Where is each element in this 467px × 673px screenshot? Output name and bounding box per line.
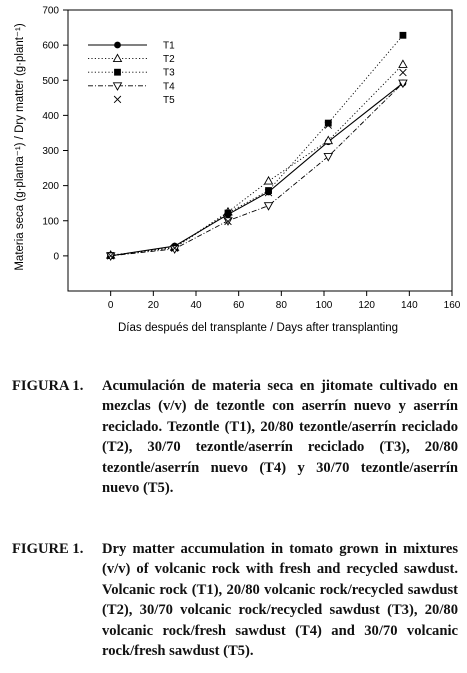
y-tick-label: 200 — [42, 181, 59, 192]
plot-frame — [67, 9, 453, 292]
x-tick-label: 140 — [401, 300, 418, 311]
data-point-t2 — [398, 59, 408, 68]
caption-label: FIGURA 1. — [12, 378, 84, 394]
data-point-t2 — [323, 135, 334, 145]
data-point-t5 — [106, 252, 115, 260]
x-tick-label: 40 — [190, 300, 202, 311]
x-marker-stroke — [170, 244, 179, 252]
legend-marker-t1 — [114, 41, 121, 49]
legend-label-t4: T4 — [163, 81, 175, 92]
series-line-t4 — [110, 82, 404, 257]
x-tick-label: 80 — [276, 300, 288, 311]
x-tick-label: 20 — [148, 300, 160, 311]
series-line-t1 — [110, 82, 404, 257]
series-line-t3 — [110, 34, 404, 256]
figure-caption-english: FIGURE 1. Dry matter accumulation in tom… — [12, 539, 458, 661]
y-tick-label: 400 — [42, 111, 59, 122]
y-axis-label: Materia seca (g·planta⁻¹) / Dry matter (… — [14, 23, 26, 270]
y-tick-label: 700 — [42, 6, 59, 17]
y-tick-label: 600 — [42, 41, 59, 52]
y-tick-label: 100 — [42, 216, 59, 227]
data-point-t4 — [323, 153, 334, 162]
legend-label-t5: T5 — [163, 95, 175, 106]
plot-series — [105, 31, 408, 262]
legend-label-t3: T3 — [163, 68, 175, 79]
data-point-t3 — [399, 31, 407, 39]
x-marker-stroke — [106, 252, 115, 260]
y-tick-label: 500 — [42, 76, 59, 87]
x-tick-label: 120 — [358, 300, 375, 311]
axes: 0 20 40 60 80 100 120 140 160 0 100 200 300 400 500 600… — [42, 6, 460, 312]
data-point-t5 — [170, 244, 179, 252]
x-marker-stroke — [224, 217, 232, 226]
x-tick-label: 160 — [444, 300, 461, 311]
legend: T1 T2 T3 T4 T5 — [88, 41, 175, 106]
data-point-t5 — [324, 121, 332, 129]
caption-text: Acumulación de materia seca en jitomate … — [102, 378, 458, 497]
data-point-t4 — [398, 79, 408, 89]
x-marker-stroke — [113, 95, 122, 104]
data-point-t3 — [324, 119, 332, 127]
data-point-t3 — [265, 187, 272, 194]
legend-marker-t2 — [112, 53, 123, 63]
legend-marker-t3 — [114, 68, 121, 76]
data-point-t4 — [263, 202, 274, 211]
x-marker-stroke — [399, 68, 407, 77]
x-tick-label: 0 — [108, 300, 114, 311]
data-point-t5 — [224, 217, 232, 226]
caption-text: Dry matter accumulation in tomato grown … — [102, 541, 458, 660]
data-point-t2 — [263, 175, 274, 185]
y-tick-label: 300 — [42, 146, 59, 157]
data-point-t4 — [169, 245, 180, 254]
y-tick-label: 0 — [53, 251, 59, 262]
x-tick-label: 60 — [233, 300, 245, 311]
x-marker-stroke — [264, 188, 273, 197]
dry-matter-chart: 0 20 40 60 80 100 120 140 160 0 100 200 300 400 500 600… — [14, 6, 461, 335]
series-line-t2 — [110, 64, 404, 256]
caption-label: FIGURE 1. — [12, 541, 84, 557]
legend-label-t1: T1 — [163, 41, 175, 52]
data-point-t5 — [264, 188, 273, 197]
legend-marker-t5 — [113, 95, 122, 104]
legend-marker-t4 — [112, 82, 123, 91]
legend-label-t2: T2 — [163, 54, 175, 65]
data-point-t5 — [399, 68, 407, 77]
x-axis-label: Días después del transplante / Days afte… — [118, 322, 398, 334]
x-marker-stroke — [324, 121, 332, 129]
x-tick-label: 100 — [316, 300, 333, 311]
figure-caption-spanish: FIGURA 1. Acumulación de materia seca en… — [12, 376, 458, 498]
data-point-t3 — [224, 209, 232, 217]
